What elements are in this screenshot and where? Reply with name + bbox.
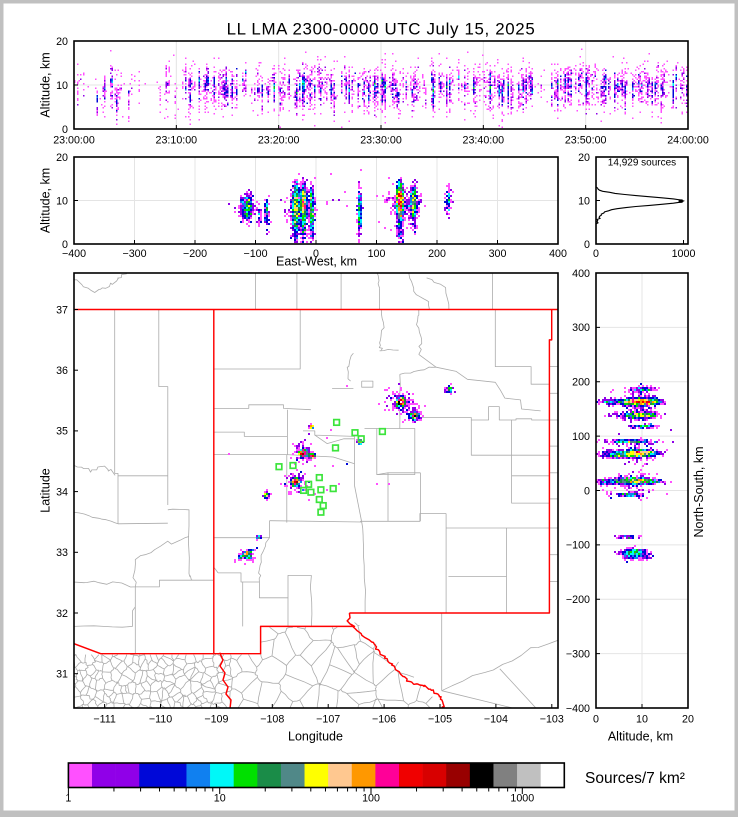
- svg-text:23:50:00: 23:50:00: [565, 135, 607, 147]
- svg-text:20: 20: [56, 36, 68, 48]
- svg-text:0: 0: [593, 714, 599, 726]
- svg-text:Longitude: Longitude: [288, 729, 343, 743]
- svg-text:35: 35: [56, 426, 68, 438]
- svg-text:1000: 1000: [672, 248, 696, 260]
- svg-text:23:30:00: 23:30:00: [360, 135, 402, 147]
- svg-text:1000: 1000: [510, 793, 534, 805]
- svg-text:−300: −300: [122, 248, 146, 260]
- svg-text:−105: −105: [428, 714, 452, 726]
- svg-text:−104: −104: [484, 714, 508, 726]
- svg-text:34: 34: [56, 486, 68, 498]
- svg-text:14,929 sources: 14,929 sources: [608, 157, 676, 168]
- svg-text:300: 300: [489, 248, 507, 260]
- svg-text:10: 10: [56, 195, 68, 207]
- svg-text:20: 20: [578, 152, 590, 164]
- svg-text:10: 10: [56, 80, 68, 92]
- svg-text:−110: −110: [149, 714, 172, 726]
- svg-text:300: 300: [572, 322, 590, 334]
- svg-text:East-West, km: East-West, km: [276, 254, 357, 268]
- svg-text:0: 0: [62, 124, 68, 136]
- svg-text:400: 400: [549, 248, 567, 260]
- svg-text:Latitude: Latitude: [39, 468, 53, 513]
- svg-text:−200: −200: [183, 248, 207, 260]
- svg-text:Altitude, km: Altitude, km: [608, 730, 673, 744]
- svg-text:−109: −109: [204, 714, 228, 726]
- svg-text:−100: −100: [566, 540, 590, 552]
- svg-text:24:00:00: 24:00:00: [667, 135, 709, 147]
- svg-text:−103: −103: [540, 714, 564, 726]
- svg-text:200: 200: [428, 248, 446, 260]
- svg-text:0: 0: [62, 239, 68, 251]
- svg-text:10: 10: [636, 714, 648, 726]
- svg-text:32: 32: [56, 608, 68, 620]
- svg-text:−400: −400: [62, 248, 86, 260]
- svg-text:100: 100: [368, 248, 386, 260]
- svg-text:−100: −100: [243, 248, 267, 260]
- svg-text:31: 31: [56, 669, 68, 681]
- svg-text:0: 0: [593, 248, 599, 260]
- svg-text:10: 10: [578, 195, 590, 207]
- svg-text:37: 37: [56, 304, 68, 316]
- svg-text:33: 33: [56, 547, 68, 559]
- svg-text:200: 200: [572, 377, 590, 389]
- svg-text:−107: −107: [316, 714, 340, 726]
- svg-text:−400: −400: [566, 703, 590, 715]
- svg-text:−200: −200: [566, 594, 590, 606]
- svg-text:23:00:00: 23:00:00: [53, 135, 95, 147]
- svg-text:0: 0: [313, 248, 319, 260]
- svg-text:100: 100: [572, 431, 590, 443]
- svg-text:Altitude, km: Altitude, km: [39, 52, 53, 117]
- svg-text:LL LMA 2300-0000 UTC July 15,: LL LMA 2300-0000 UTC July 15, 2025: [227, 20, 536, 39]
- svg-text:100: 100: [362, 793, 380, 805]
- svg-text:−108: −108: [260, 714, 284, 726]
- svg-text:−111: −111: [93, 714, 116, 726]
- svg-text:20: 20: [56, 152, 68, 164]
- svg-text:Sources/7 km²: Sources/7 km²: [585, 770, 685, 787]
- svg-text:23:20:00: 23:20:00: [258, 135, 300, 147]
- svg-text:36: 36: [56, 365, 68, 377]
- svg-text:−300: −300: [566, 648, 590, 660]
- svg-text:10: 10: [214, 793, 226, 805]
- svg-text:1: 1: [65, 793, 71, 805]
- svg-text:23:40:00: 23:40:00: [463, 135, 505, 147]
- svg-text:23:10:00: 23:10:00: [156, 135, 198, 147]
- svg-text:−106: −106: [372, 714, 396, 726]
- svg-text:0: 0: [584, 485, 590, 497]
- svg-text:0: 0: [584, 239, 590, 251]
- svg-text:20: 20: [682, 714, 694, 726]
- svg-text:Altitude, km: Altitude, km: [39, 168, 53, 233]
- svg-text:North-South, km: North-South, km: [692, 446, 706, 537]
- svg-text:400: 400: [572, 268, 590, 280]
